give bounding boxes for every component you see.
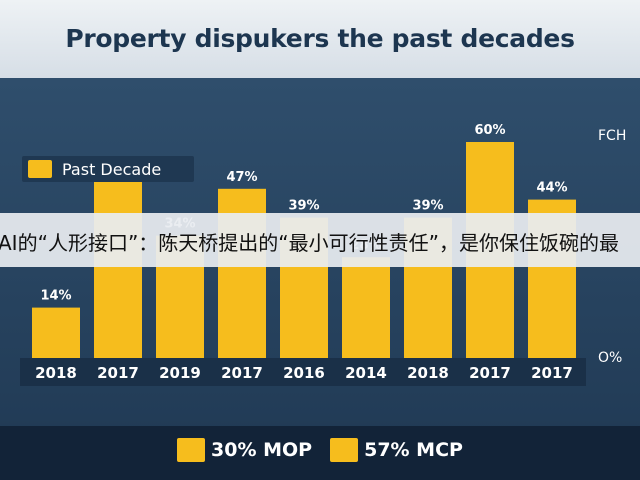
bar-value-label-4: 39% [288,199,319,214]
x-tick-label-4: 2016 [283,364,325,382]
bar-0 [32,307,80,358]
legend-item-mop: 30% MOP [177,438,312,462]
x-tick-label-2: 2019 [159,364,201,382]
legend-top: Past Decade [22,156,194,182]
legend-label-mcp: 57% MCP [364,439,463,461]
bar-value-label-3: 47% [226,170,257,185]
right-axis-bottom-label: O% [598,350,623,366]
x-tick-label-1: 2017 [97,364,139,382]
x-tick-label-6: 2018 [407,364,449,382]
bar-value-label-8: 44% [536,181,567,196]
legend-swatch-mop [177,438,206,462]
x-tick-label-0: 2018 [35,364,77,382]
legend-label-mop: 30% MOP [211,439,313,461]
bar-1 [94,181,142,358]
bar-value-label-6: 39% [412,199,443,214]
bar-5 [342,257,390,358]
bottom-band [0,426,640,480]
caption-overlay-text: AI的“人形接口”：陈天桥提出的“最小可行性责任”，是你保住饭碗的最 [0,231,620,255]
bar-value-label-0: 14% [40,289,71,304]
right-axis-top-label: FCH [598,128,627,144]
title-band [0,0,640,78]
x-axis-band [20,358,586,386]
x-tick-label-7: 2017 [469,364,511,382]
x-tick-label-3: 2017 [221,364,263,382]
legend-item-mcp: 57% MCP [330,438,463,462]
bar-value-label-7: 60% [474,123,505,138]
chart-title: Property dispukers the past decades [65,24,575,53]
legend-bottom: 30% MOP 57% MCP [0,438,640,462]
legend-swatch-past-decade [28,160,52,178]
x-tick-label-5: 2014 [345,364,387,382]
caption-overlay: AI的“人形接口”：陈天桥提出的“最小可行性责任”，是你保住饭碗的最 [0,213,640,267]
legend-label-past-decade: Past Decade [62,159,162,179]
x-tick-label-8: 2017 [531,364,573,382]
legend-swatch-mcp [330,438,359,462]
